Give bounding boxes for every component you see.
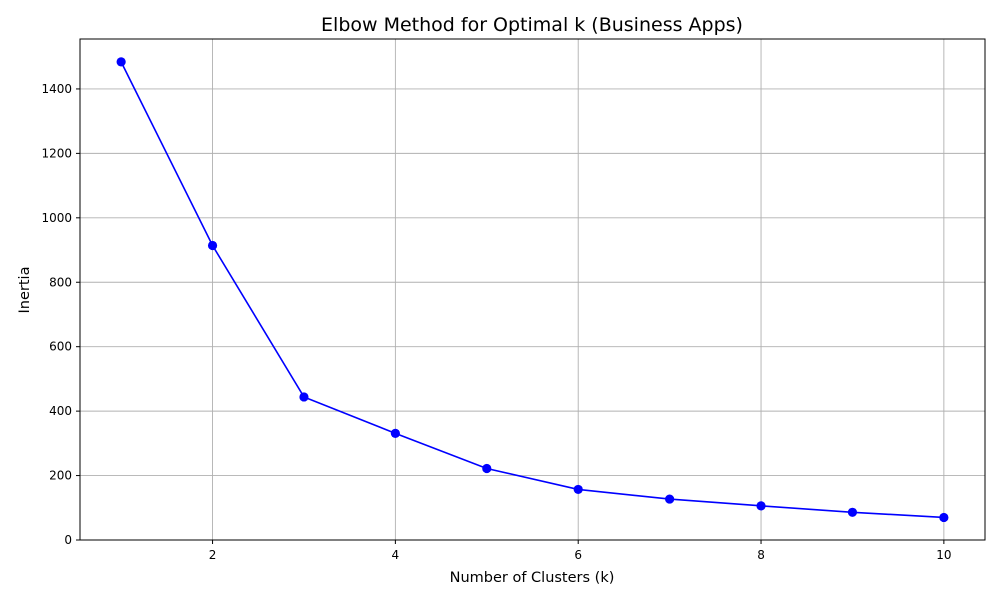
data-point-k6 xyxy=(573,484,583,495)
data-point-k5 xyxy=(482,463,492,474)
tick-layer: 2 4 6 8 10 0 200 400 600 800 1000 1200 1400 xyxy=(41,82,951,562)
x-axis-title: Number of Clusters (k) xyxy=(450,570,615,586)
x-tick-label: 2 xyxy=(209,548,217,562)
y-tick-label: 1200 xyxy=(41,146,72,160)
data-point-k1 xyxy=(116,57,126,67)
y-tick-label: 1000 xyxy=(41,211,72,225)
plot-frame xyxy=(79,38,986,541)
series-layer xyxy=(116,57,949,523)
x-tick-label: 6 xyxy=(574,548,582,562)
y-tick-label: 600 xyxy=(49,340,72,354)
y-tick-label: 800 xyxy=(49,275,72,289)
data-point-k2 xyxy=(207,240,218,251)
inertia-line xyxy=(120,61,944,519)
x-tick-label: 10 xyxy=(936,548,951,562)
chart-title: Elbow Method for Optimal k (Business App… xyxy=(321,14,743,36)
x-tick-label: 8 xyxy=(757,548,765,562)
x-tick-label: 4 xyxy=(392,548,400,562)
data-point-k10 xyxy=(939,512,949,523)
y-tick-label: 200 xyxy=(49,469,72,483)
data-point-k3 xyxy=(299,392,309,402)
y-tick-label: 400 xyxy=(49,404,72,418)
data-point-k8 xyxy=(756,501,766,511)
y-tick-label: 0 xyxy=(64,533,72,547)
data-point-k7 xyxy=(665,494,675,504)
y-axis-title: Inertia xyxy=(17,267,33,314)
grid-layer xyxy=(80,39,985,541)
y-tick-label: 1400 xyxy=(41,82,72,96)
data-point-k4 xyxy=(390,428,400,438)
data-point-k9 xyxy=(847,507,858,517)
